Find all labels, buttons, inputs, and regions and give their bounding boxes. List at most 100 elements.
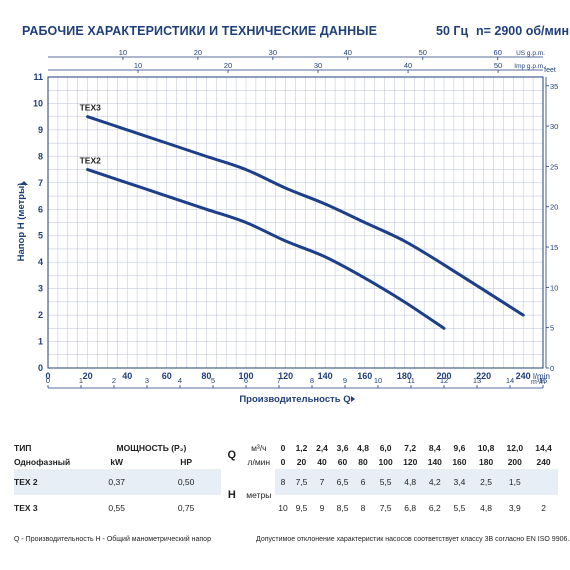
x-tick-label: 60 xyxy=(162,371,172,381)
x-axis-title: Производительность Q xyxy=(239,394,350,405)
top-axis-tick-label: 60 xyxy=(494,48,502,57)
m3h-tick-label: 8 xyxy=(310,376,314,385)
q-lmin-cell: 240 xyxy=(536,457,551,467)
h-cell: 3,9 xyxy=(508,503,521,513)
h-cell: 9,5 xyxy=(295,503,308,513)
h-cell: 4,8 xyxy=(404,477,417,487)
q-m3h-cell: 12,0 xyxy=(506,443,524,453)
power-header: МОЩНОСТЬ (P₂) xyxy=(116,443,187,453)
curve-tex3 xyxy=(86,115,525,317)
top-axis-tick-label: 40 xyxy=(404,61,412,70)
feet-tick-label: 25 xyxy=(550,162,558,171)
top-axis-tick-label: 10 xyxy=(119,48,127,57)
series-label-tex3: TEX3 xyxy=(80,103,102,113)
m3h-tick-label: 9 xyxy=(343,376,347,385)
y-tick-label: 10 xyxy=(33,98,43,108)
h-cell: 8 xyxy=(280,477,286,487)
feet-tick-label: 15 xyxy=(550,243,558,252)
q-lmin-cell: 140 xyxy=(427,457,442,467)
h-cell: 2 xyxy=(541,503,546,513)
h-cell: 5,5 xyxy=(379,477,392,487)
m3h-tick-label: 7 xyxy=(277,376,281,385)
m3h-tick-label: 14 xyxy=(506,376,514,385)
feet-tick-label: 10 xyxy=(550,283,558,292)
feet-tick-label: 0 xyxy=(550,364,554,373)
x-axis-arrow xyxy=(351,396,355,402)
q-lmin-cell: 120 xyxy=(403,457,418,467)
h-cell: 6,8 xyxy=(404,503,417,513)
x-tick-label: 120 xyxy=(278,371,293,381)
h-cell: 9 xyxy=(319,503,325,513)
q-lmin-cell: 0 xyxy=(280,457,286,467)
q-lmin-cell: 40 xyxy=(317,457,327,467)
y-tick-label: 6 xyxy=(38,204,43,214)
top-axis-tick-label: 50 xyxy=(494,61,502,70)
q-m3h-cell: 14,4 xyxy=(535,443,552,453)
speed-label: n= 2900 об/мин xyxy=(476,24,569,38)
q-m3h-cell: 2,4 xyxy=(316,443,328,453)
model-tex2: TEX 2 xyxy=(14,477,38,487)
q-header: Q xyxy=(227,449,237,461)
h-cell: 7,5 xyxy=(295,477,308,487)
h-cell: 6,2 xyxy=(428,503,441,513)
y-tick-label: 1 xyxy=(38,337,43,347)
q-lmin-cell: 80 xyxy=(358,457,368,467)
h-cell: 5,5 xyxy=(453,503,466,513)
h-cell: 2,5 xyxy=(480,477,492,487)
q-m3h-cell: 7,2 xyxy=(404,443,417,453)
m3h-unit-label: m³/h xyxy=(531,379,545,386)
feet-tick-label: 5 xyxy=(550,324,554,333)
q-m3h-cell: 1,2 xyxy=(295,443,308,453)
y-tick-label: 3 xyxy=(38,284,43,294)
m3h-tick-label: 11 xyxy=(407,376,415,385)
q-unit-lmin: л/мин xyxy=(247,457,271,467)
plot-frame xyxy=(47,76,544,369)
y-axis-title: Напор H (метры) xyxy=(16,183,27,262)
m3h-tick-label: 4 xyxy=(178,376,182,385)
h-cell: 8 xyxy=(360,503,366,513)
y-tick-label: 5 xyxy=(38,231,43,241)
h-cell: 4,8 xyxy=(480,503,492,513)
kw-header: kW xyxy=(110,457,124,467)
h-cell: 7,5 xyxy=(379,503,392,513)
h-cell xyxy=(529,469,558,495)
feet-tick-label: 35 xyxy=(550,82,558,91)
m3h-tick-label: 6 xyxy=(244,376,248,385)
q-m3h-cell: 0 xyxy=(280,443,286,453)
h-header: H xyxy=(220,469,243,521)
top-axis-tick-label: 10 xyxy=(134,61,142,70)
q-lmin-cell: 180 xyxy=(478,457,494,467)
q-lmin-cell: 100 xyxy=(378,457,393,467)
y-tick-label: 4 xyxy=(38,257,43,267)
y-tick-label: 0 xyxy=(38,363,43,373)
m3h-tick-label: 0 xyxy=(46,376,50,385)
h-cell: 7 xyxy=(319,477,325,487)
top-axis-tick-label: 30 xyxy=(269,48,277,57)
x-tick-label: 180 xyxy=(397,371,412,381)
hp-cell: 0,50 xyxy=(177,477,195,487)
x-tick-label: 200 xyxy=(436,371,451,381)
q-m3h-cell: 4,8 xyxy=(357,443,369,453)
x-tick-label: 40 xyxy=(122,371,132,381)
q-m3h-cell: 9,6 xyxy=(453,443,466,453)
type-header: ТИП xyxy=(14,443,32,453)
h-cell: 8,5 xyxy=(336,503,349,513)
m3h-tick-label: 15 xyxy=(539,376,547,385)
top-axis-tick-label: 20 xyxy=(194,48,202,57)
h-cell: 1,5 xyxy=(508,477,521,487)
x-tick-label: 140 xyxy=(318,371,333,381)
x-tick-label: 100 xyxy=(238,371,253,381)
m3h-tick-label: 3 xyxy=(145,376,149,385)
y-tick-label: 2 xyxy=(38,310,43,320)
m3h-tick-label: 13 xyxy=(473,376,481,385)
q-lmin-cell: 200 xyxy=(507,457,522,467)
top-axis-tick-label: 30 xyxy=(314,61,322,70)
h-cell: 3,4 xyxy=(453,477,466,487)
h-cell: 6,5 xyxy=(336,477,349,487)
top-axis-tick-label: 40 xyxy=(344,48,352,57)
q-lmin-cell: 60 xyxy=(337,457,348,467)
frequency-label: 50 Гц xyxy=(436,24,469,38)
footer-tolerance: Допустимое отклонение характеристик насо… xyxy=(256,536,570,543)
curve-tex2 xyxy=(86,168,446,330)
